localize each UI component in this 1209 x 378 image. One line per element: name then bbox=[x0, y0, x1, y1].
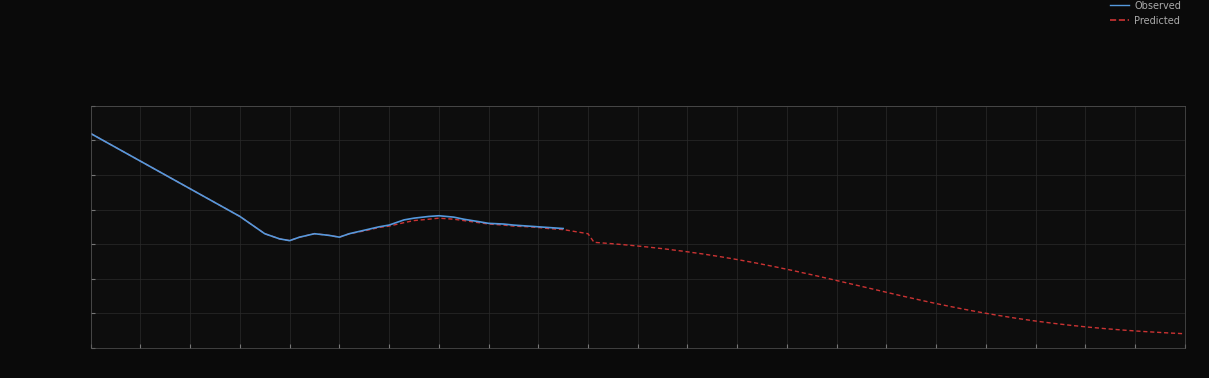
Observed bbox=[556, 226, 571, 231]
Predicted bbox=[1178, 332, 1192, 336]
Observed bbox=[432, 214, 446, 218]
Predicted bbox=[653, 246, 667, 251]
Predicted bbox=[629, 243, 643, 248]
Observed bbox=[232, 214, 247, 219]
Observed bbox=[342, 231, 357, 236]
Line: Predicted: Predicted bbox=[91, 133, 1185, 334]
Observed bbox=[208, 200, 222, 205]
Predicted bbox=[83, 131, 98, 136]
Observed bbox=[481, 221, 496, 226]
Observed bbox=[357, 228, 371, 232]
Observed bbox=[183, 186, 197, 191]
Observed bbox=[472, 219, 486, 224]
Observed bbox=[372, 225, 387, 229]
Observed bbox=[496, 222, 510, 226]
Observed bbox=[507, 223, 521, 227]
Predicted bbox=[307, 231, 322, 236]
Observed bbox=[258, 231, 272, 236]
Observed bbox=[293, 235, 307, 239]
Observed bbox=[446, 215, 461, 219]
Predicted bbox=[1026, 319, 1041, 323]
Legend: Observed, Predicted: Observed, Predicted bbox=[1106, 0, 1185, 29]
Observed bbox=[521, 224, 536, 228]
Observed bbox=[322, 233, 336, 238]
Line: Observed: Observed bbox=[91, 133, 563, 241]
Observed bbox=[382, 223, 397, 227]
Predicted bbox=[1020, 318, 1035, 322]
Observed bbox=[158, 173, 173, 177]
Observed bbox=[457, 217, 472, 222]
Observed bbox=[272, 237, 287, 241]
Observed bbox=[540, 225, 555, 230]
Observed bbox=[397, 218, 411, 222]
Observed bbox=[332, 235, 347, 239]
Observed bbox=[283, 239, 297, 243]
Observed bbox=[83, 131, 98, 136]
Observed bbox=[109, 145, 123, 150]
Predicted bbox=[372, 225, 387, 230]
Observed bbox=[307, 231, 322, 236]
Observed bbox=[133, 159, 147, 163]
Observed bbox=[531, 225, 545, 229]
Observed bbox=[406, 216, 421, 220]
Observed bbox=[422, 214, 436, 219]
